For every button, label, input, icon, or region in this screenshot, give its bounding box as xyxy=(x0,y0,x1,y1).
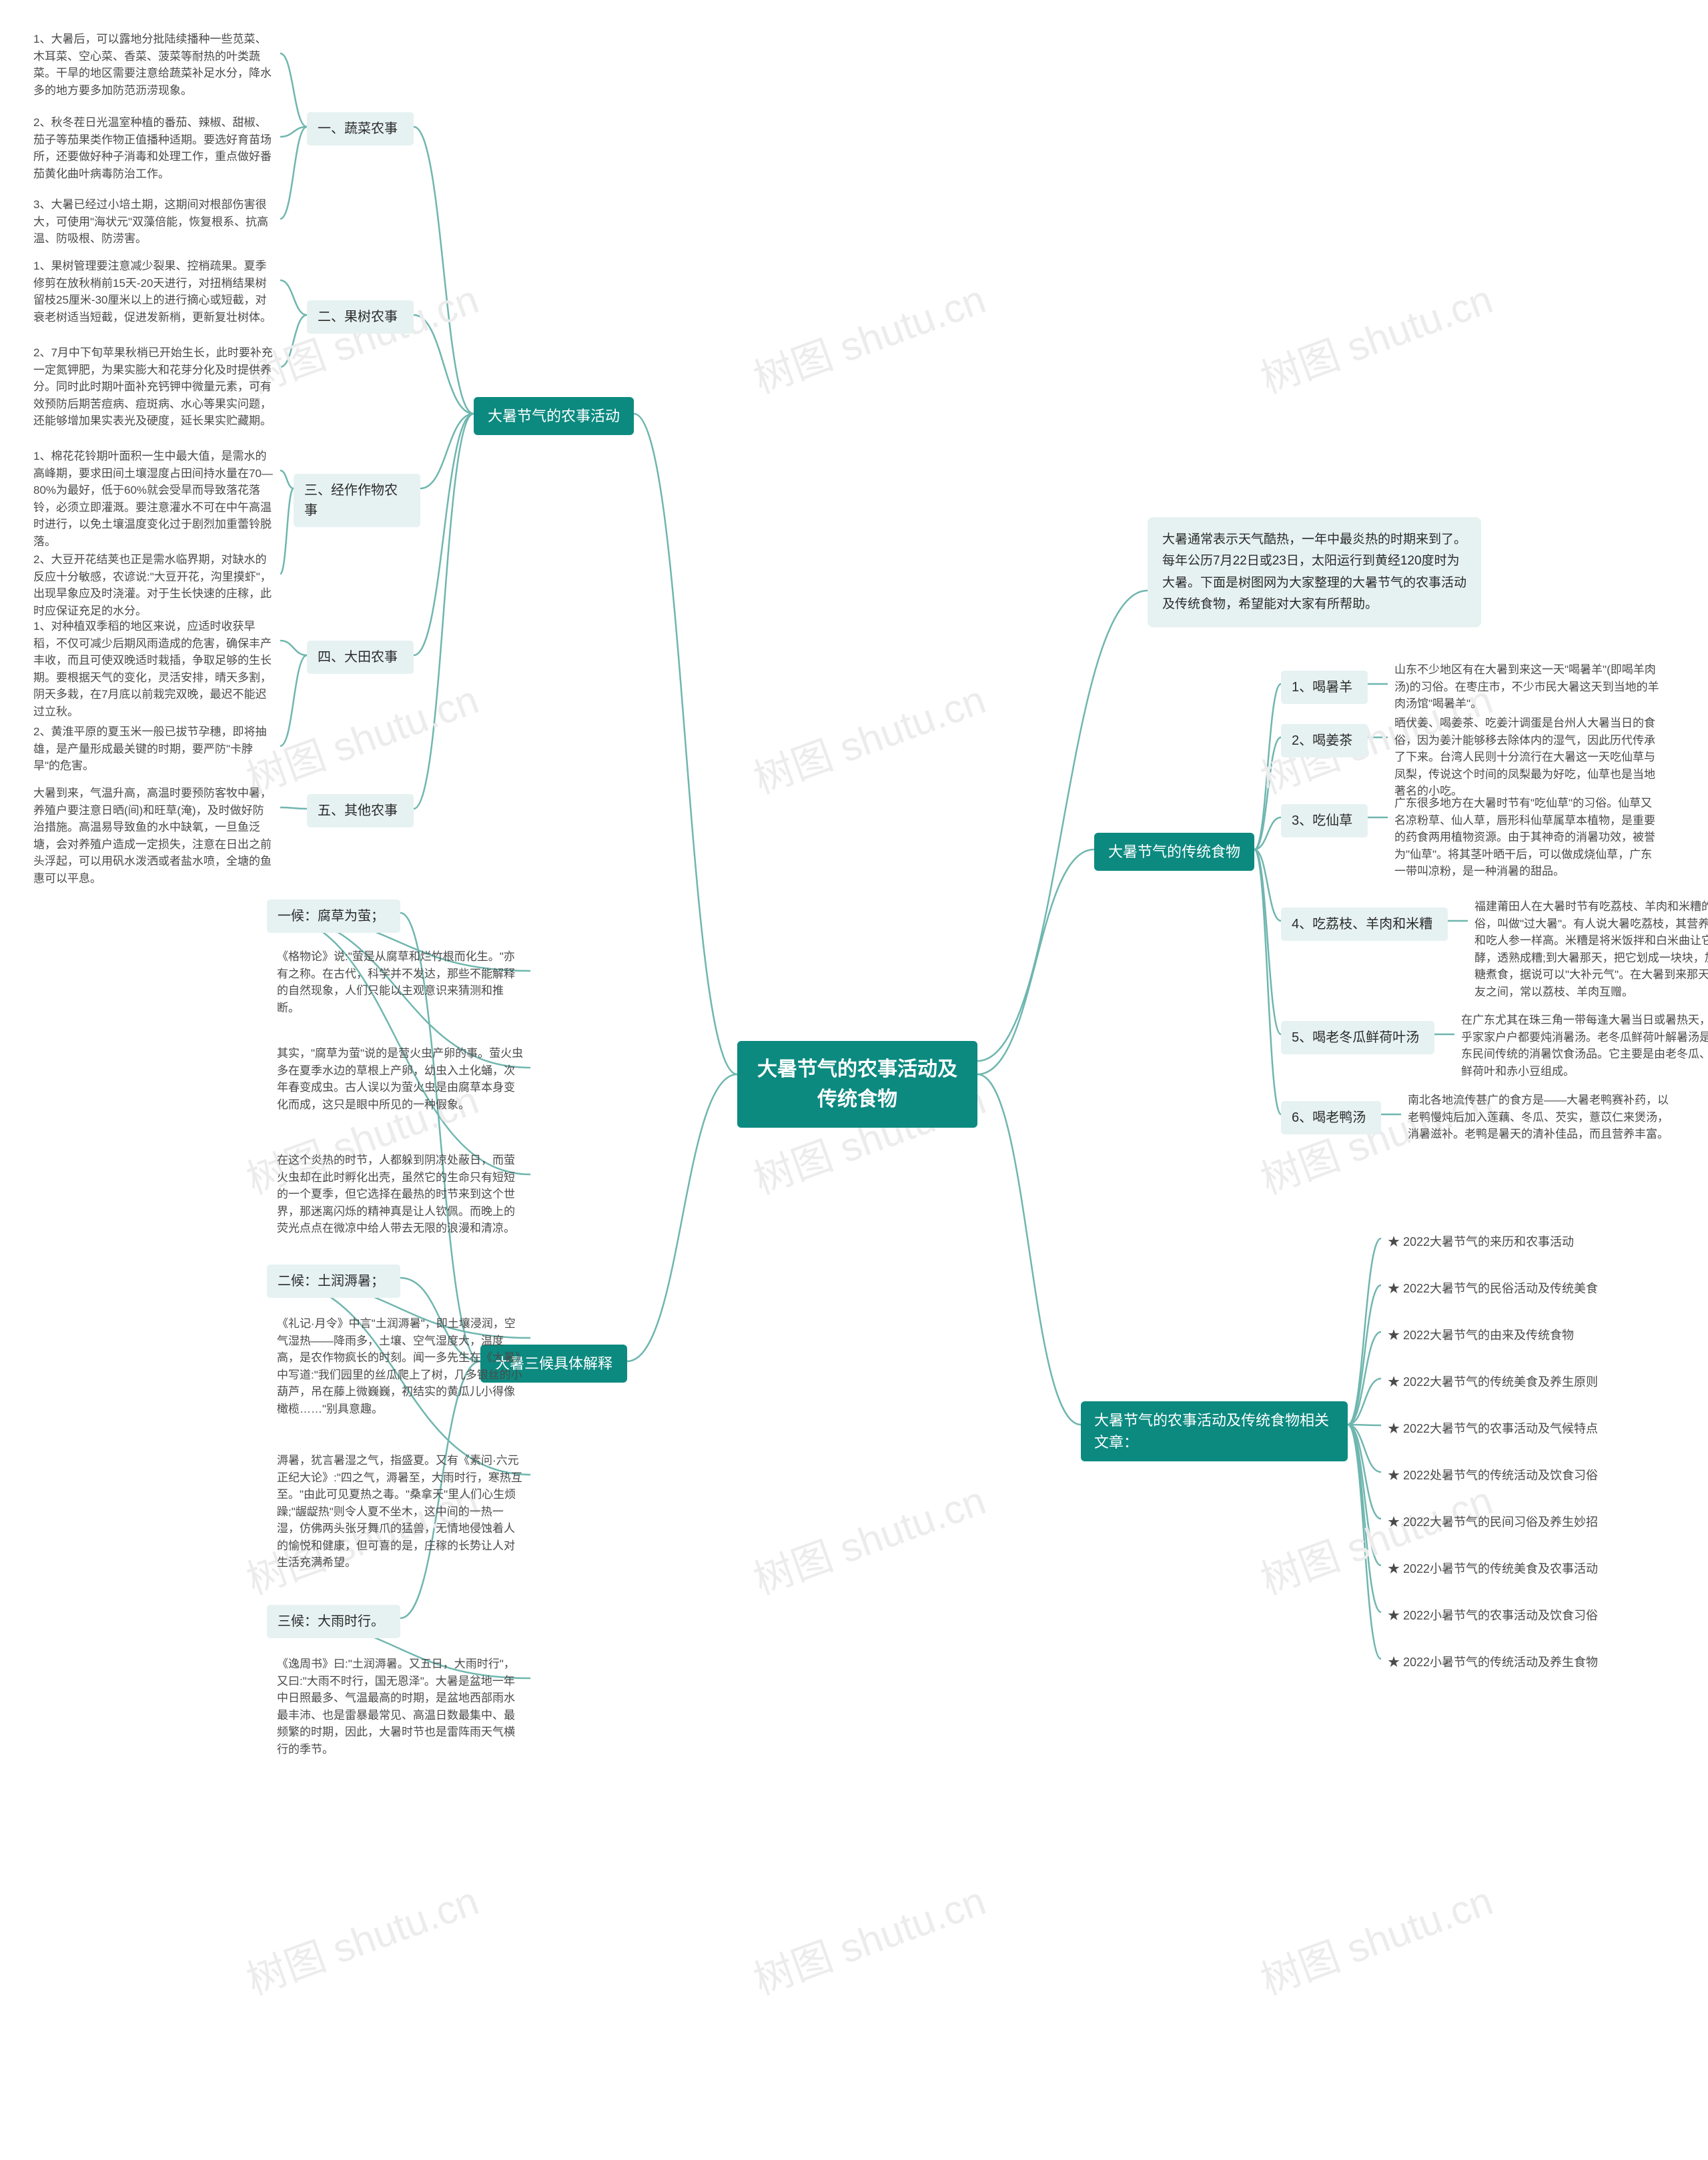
leaf-node: 《格物论》说:"萤是从腐草和烂竹根而化生。"亦有之称。在古代，科学并不发达，那些… xyxy=(270,944,530,1020)
leaf-node: 1、大暑后，可以露地分批陆续播种一些苋菜、木耳菜、空心菜、香菜、菠菜等耐热的叶类… xyxy=(27,27,280,103)
leaf-node: 溽暑，犹言暑湿之气，指盛夏。又有《素问·六元正纪大论》:"四之气，溽暑至，大雨时… xyxy=(270,1448,530,1575)
food-item: 2、喝姜茶 xyxy=(1281,724,1368,757)
leaf-node: 在这个炎热的时节，人都躲到阴凉处蔽日，而萤火虫却在此时孵化出壳，虽然它的生命只有… xyxy=(270,1148,530,1241)
sub-branch: 四、大田农事 xyxy=(307,641,414,674)
food-desc: 南北各地流传甚广的食方是——大暑老鸭赛补药，以老鸭慢炖后加入莲藕、冬瓜、芡实，薏… xyxy=(1401,1088,1681,1147)
leaf-node: 1、棉花花铃期叶面积一生中最大值，是需水的高峰期，要求田间土壤湿度占田间持水量在… xyxy=(27,444,280,554)
leaf-node: 2、7月中下旬苹果秋梢已开始生长，此时要补充一定氮钾肥，为果实膨大和花芽分化及时… xyxy=(27,340,280,434)
food-desc: 广东很多地方在大暑时节有"吃仙草"的习俗。仙草又名凉粉草、仙人草，唇形科仙草属草… xyxy=(1388,791,1668,884)
related-article[interactable]: ★ 2022处暑节气的传统活动及饮食习俗 xyxy=(1381,1463,1661,1489)
leaf-node: 其实，"腐草为萤"说的是营火虫产卵的事。萤火虫多在夏季水边的草根上产卵，幼虫入土… xyxy=(270,1041,530,1117)
sub-branch: 二候：土润溽暑； xyxy=(267,1265,400,1298)
food-item: 4、吃荔枝、羊肉和米糟 xyxy=(1281,908,1448,941)
related-article[interactable]: ★ 2022小暑节气的传统活动及养生食物 xyxy=(1381,1650,1661,1676)
related-article[interactable]: ★ 2022大暑节气的来历和农事活动 xyxy=(1381,1229,1661,1255)
leaf-node: 2、秋冬茬日光温室种植的番茄、辣椒、甜椒、茄子等茄果类作物正值播种适期。要选好育… xyxy=(27,110,280,186)
right-branch: 大暑节气的农事活动及传统食物相关文章： xyxy=(1081,1401,1348,1461)
sub-branch: 一、蔬菜农事 xyxy=(307,112,414,145)
root-node: 大暑节气的农事活动及传统食物 xyxy=(737,1041,977,1128)
leaf-node: 大暑到来，气温升高，高温时要预防客牧中暑，养殖户要注意日晒(间)和旺草(淹)，及… xyxy=(27,781,280,891)
sub-branch: 五、其他农事 xyxy=(307,794,414,827)
intro-box: 大暑通常表示天气酷热，一年中最炎热的时期来到了。每年公历7月22日或23日，太阳… xyxy=(1148,517,1481,627)
food-item: 5、喝老冬瓜鲜荷叶汤 xyxy=(1281,1021,1434,1054)
related-article[interactable]: ★ 2022大暑节气的由来及传统食物 xyxy=(1381,1323,1661,1349)
sub-branch: 三、经作作物农事 xyxy=(294,474,420,527)
leaf-node: 2、大豆开花结荚也正是需水临界期，对缺水的反应十分敏感，农谚说:"大豆开花，沟里… xyxy=(27,547,280,623)
leaf-node: 《逸周书》曰:"土润溽暑。又五日，大雨时行"，又曰:"大雨不时行，国无恩泽"。大… xyxy=(270,1652,530,1762)
sub-branch: 一候：腐草为萤； xyxy=(267,899,400,933)
related-article[interactable]: ★ 2022大暑节气的民俗活动及传统美食 xyxy=(1381,1276,1661,1302)
food-item: 3、吃仙草 xyxy=(1281,804,1368,837)
sub-branch: 二、果树农事 xyxy=(307,300,414,334)
right-branch: 大暑节气的传统食物 xyxy=(1094,833,1254,871)
leaf-node: 《礼记·月令》中言"土润溽暑"，即土壤浸润，空气湿热——降雨多，土壤、空气湿度大… xyxy=(270,1311,530,1421)
leaf-node: 1、果树管理要注意减少裂果、控梢疏果。夏季修剪在放秋梢前15天-20天进行，对扭… xyxy=(27,254,280,330)
related-article[interactable]: ★ 2022大暑节气的传统美食及养生原则 xyxy=(1381,1369,1661,1395)
food-desc: 福建莆田人在大暑时节有吃荔枝、羊肉和米糟的习俗，叫做"过大暑"。有人说大暑吃荔枝… xyxy=(1468,894,1708,1004)
leaf-node: 2、黄淮平原的夏玉米一般已拔节孕穗，即将抽雄，是产量形成最关键的时期，要严防"卡… xyxy=(27,719,280,779)
related-article[interactable]: ★ 2022小暑节气的农事活动及饮食习俗 xyxy=(1381,1603,1661,1629)
left-branch: 大暑节气的农事活动 xyxy=(474,397,634,435)
related-article[interactable]: ★ 2022大暑节气的农事活动及气候特点 xyxy=(1381,1416,1661,1442)
leaf-node: 1、对种植双季稻的地区来说，应适时收获早稻，不仅可减少后期风雨造成的危害，确保丰… xyxy=(27,614,280,724)
sub-branch: 三候：大雨时行。 xyxy=(267,1605,400,1638)
food-desc: 晒伏姜、喝姜茶、吃姜汁调蛋是台州人大暑当日的食俗，因为姜汁能够移去除体内的湿气，… xyxy=(1388,711,1668,804)
related-article[interactable]: ★ 2022大暑节气的民间习俗及养生妙招 xyxy=(1381,1509,1661,1535)
leaf-node: 3、大暑已经过小培土期，这期间对根部伤害很大，可使用"海状元"双藻倍能，恢复根系… xyxy=(27,192,280,252)
food-item: 1、喝暑羊 xyxy=(1281,671,1368,704)
related-article[interactable]: ★ 2022小暑节气的传统美食及农事活动 xyxy=(1381,1556,1661,1582)
food-desc: 山东不少地区有在大暑到来这一天"喝暑羊"(即喝羊肉汤)的习俗。在枣庄市，不少市民… xyxy=(1388,657,1668,717)
food-item: 6、喝老鸭汤 xyxy=(1281,1101,1381,1134)
food-desc: 在广东尤其在珠三角一带每逢大暑当日或暑热天，几乎家家户户都要炖消暑汤。老冬瓜鲜荷… xyxy=(1454,1008,1708,1084)
